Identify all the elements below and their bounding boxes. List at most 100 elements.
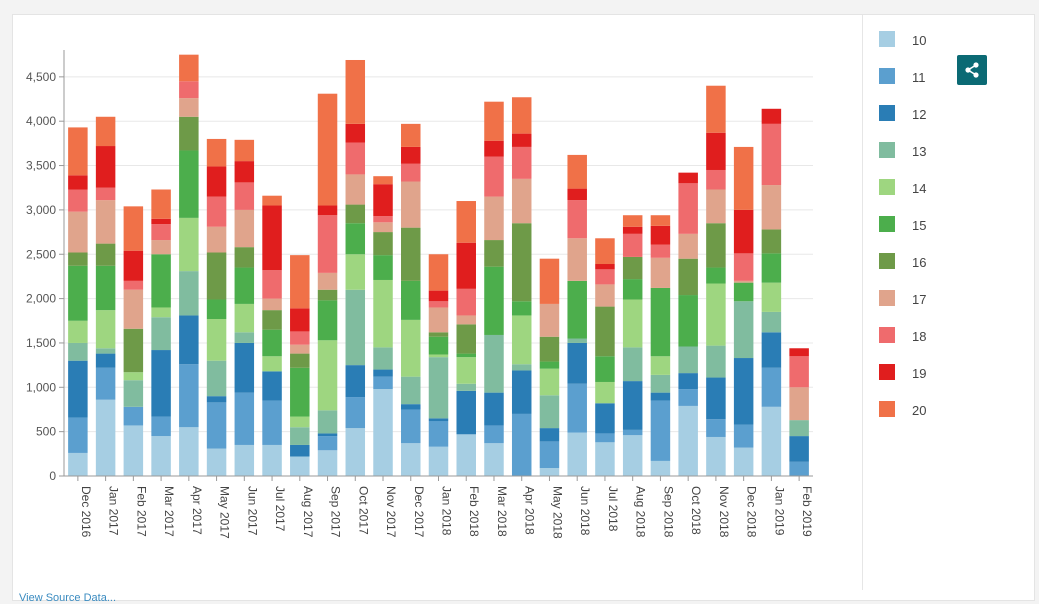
bar-segment-12[interactable]: [789, 436, 809, 462]
bar-segment-11[interactable]: [706, 419, 726, 437]
bar-segment-20[interactable]: [262, 195, 282, 206]
bar-segment-10[interactable]: [123, 425, 144, 476]
bar-segment-19[interactable]: [317, 205, 338, 216]
bar-segment-14[interactable]: [123, 372, 144, 381]
legend-item-16[interactable]: 16: [879, 253, 969, 271]
bar-segment-20[interactable]: [68, 127, 88, 176]
bar-segment-18[interactable]: [567, 200, 587, 239]
bar-segment-18[interactable]: [317, 215, 338, 273]
bar-segment-11[interactable]: [484, 425, 504, 444]
bar-segment-10[interactable]: [95, 399, 116, 476]
bar-segment-16[interactable]: [373, 232, 393, 256]
bar-segment-11[interactable]: [345, 397, 366, 429]
bar-segment-12[interactable]: [539, 428, 560, 442]
bar-segment-18[interactable]: [262, 270, 282, 299]
bar-segment-16[interactable]: [428, 332, 449, 337]
bar-segment-10[interactable]: [733, 447, 754, 476]
bar-segment-10[interactable]: [428, 446, 449, 476]
bar-segment-10[interactable]: [622, 435, 643, 476]
bar-segment-11[interactable]: [511, 413, 532, 476]
legend-item-19[interactable]: 19: [879, 364, 969, 382]
bar-segment-12[interactable]: [428, 418, 449, 422]
bar-segment-19[interactable]: [678, 172, 698, 184]
bar-segment-20[interactable]: [733, 146, 754, 210]
bar-segment-19[interactable]: [95, 146, 116, 188]
bar-segment-15[interactable]: [595, 356, 615, 382]
bar-segment-13[interactable]: [151, 317, 171, 351]
bar-segment-14[interactable]: [206, 319, 227, 361]
bar-segment-13[interactable]: [123, 380, 144, 407]
bar-segment-14[interactable]: [595, 381, 615, 404]
bar-segment-16[interactable]: [290, 353, 310, 368]
bar-segment-20[interactable]: [456, 201, 476, 243]
bar-segment-11[interactable]: [95, 367, 116, 400]
bar-segment-20[interactable]: [234, 139, 255, 162]
bar-segment-10[interactable]: [539, 468, 560, 476]
bar-segment-14[interactable]: [761, 282, 782, 312]
bar-segment-13[interactable]: [290, 427, 310, 445]
bar-segment-16[interactable]: [622, 256, 643, 280]
bar-segment-12[interactable]: [622, 381, 643, 430]
bar-segment-12[interactable]: [345, 365, 366, 398]
bar-segment-19[interactable]: [484, 140, 504, 157]
bar-segment-19[interactable]: [123, 250, 144, 281]
bar-segment-16[interactable]: [234, 247, 255, 268]
bar-segment-12[interactable]: [206, 396, 227, 403]
bar-segment-11[interactable]: [262, 400, 282, 445]
bar-segment-18[interactable]: [622, 233, 643, 257]
bar-segment-13[interactable]: [95, 348, 116, 354]
bar-segment-20[interactable]: [511, 97, 532, 134]
bar-segment-19[interactable]: [761, 108, 782, 124]
bar-segment-16[interactable]: [484, 240, 504, 267]
bar-segment-19[interactable]: [401, 146, 421, 164]
bar-segment-17[interactable]: [123, 289, 144, 329]
bar-segment-13[interactable]: [206, 360, 227, 397]
bar-segment-15[interactable]: [373, 255, 393, 280]
bar-segment-13[interactable]: [539, 395, 560, 429]
bar-segment-12[interactable]: [373, 369, 393, 377]
bar-segment-10[interactable]: [650, 460, 671, 476]
bar-segment-20[interactable]: [290, 255, 310, 309]
bar-segment-20[interactable]: [95, 116, 116, 147]
bar-segment-13[interactable]: [678, 346, 698, 374]
bar-segment-18[interactable]: [290, 331, 310, 345]
bar-segment-12[interactable]: [401, 404, 421, 410]
bar-segment-14[interactable]: [262, 356, 282, 372]
bar-segment-10[interactable]: [678, 405, 698, 476]
bar-segment-13[interactable]: [511, 364, 532, 371]
bar-segment-16[interactable]: [595, 306, 615, 357]
bar-segment-19[interactable]: [511, 133, 532, 147]
bar-segment-19[interactable]: [456, 242, 476, 289]
bar-segment-19[interactable]: [650, 225, 671, 245]
bar-segment-13[interactable]: [456, 383, 476, 391]
bar-segment-15[interactable]: [650, 287, 671, 357]
bar-segment-19[interactable]: [290, 308, 310, 332]
bar-segment-10[interactable]: [567, 432, 587, 476]
bar-segment-15[interactable]: [234, 267, 255, 304]
legend-item-17[interactable]: 17: [879, 290, 969, 308]
bar-segment-17[interactable]: [567, 238, 587, 281]
bar-segment-17[interactable]: [650, 257, 671, 288]
bar-segment-18[interactable]: [428, 301, 449, 308]
bar-segment-12[interactable]: [290, 444, 310, 457]
bar-segment-13[interactable]: [317, 410, 338, 434]
bar-segment-20[interactable]: [595, 238, 615, 265]
bar-segment-13[interactable]: [373, 347, 393, 370]
bar-segment-20[interactable]: [539, 258, 560, 304]
bar-segment-12[interactable]: [484, 392, 504, 426]
bar-segment-16[interactable]: [95, 243, 116, 266]
bar-segment-12[interactable]: [317, 433, 338, 437]
bar-segment-10[interactable]: [68, 452, 88, 476]
bar-segment-15[interactable]: [179, 150, 199, 218]
bar-segment-14[interactable]: [234, 303, 255, 333]
share-button[interactable]: [957, 55, 987, 85]
bar-segment-14[interactable]: [345, 254, 366, 290]
bar-segment-15[interactable]: [678, 295, 698, 347]
bar-segment-17[interactable]: [511, 178, 532, 224]
legend-item-13[interactable]: 13: [879, 142, 969, 160]
bar-segment-18[interactable]: [789, 356, 809, 388]
bar-segment-18[interactable]: [234, 182, 255, 210]
bar-segment-20[interactable]: [206, 138, 227, 167]
bar-segment-13[interactable]: [567, 338, 587, 343]
bar-segment-16[interactable]: [511, 223, 532, 302]
